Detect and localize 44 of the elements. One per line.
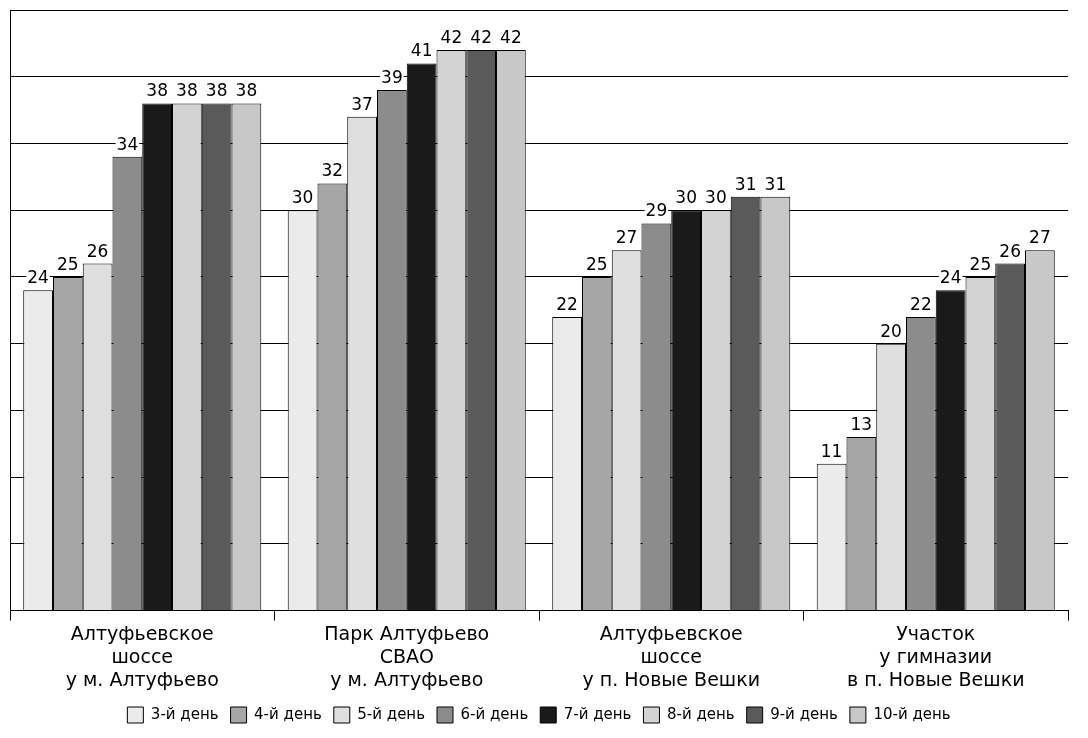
data-label: 25 xyxy=(969,253,992,274)
data-label: 34 xyxy=(116,133,139,154)
data-label: 30 xyxy=(675,187,697,208)
data-label: 37 xyxy=(351,93,373,114)
data-label: 26 xyxy=(86,240,109,261)
data-label: 24 xyxy=(939,267,962,288)
data-label: 25 xyxy=(57,253,79,274)
data-label: 38 xyxy=(205,80,228,101)
legend-label: 7-й день xyxy=(563,704,632,723)
data-label: 27 xyxy=(615,227,638,248)
data-label: 31 xyxy=(734,173,757,194)
legend-label: 6-й день xyxy=(460,704,529,723)
data-label: 30 xyxy=(291,187,314,208)
data-label: 29 xyxy=(645,200,668,221)
data-label: 25 xyxy=(586,253,608,274)
data-label: 42 xyxy=(500,26,522,47)
legend-label: 5-й день xyxy=(357,704,426,723)
data-label: 30 xyxy=(705,187,727,208)
legend-label: 10-й день xyxy=(873,704,951,723)
data-label: 26 xyxy=(999,240,1021,261)
x-tick-label: Алтуфьевское шоссе у п. Новые Вешки xyxy=(582,621,761,690)
data-label: 32 xyxy=(321,160,344,181)
data-label: 24 xyxy=(27,267,49,288)
data-label: 42 xyxy=(440,26,463,47)
data-label: 22 xyxy=(910,293,932,314)
legend-label: 4-й день xyxy=(254,704,322,723)
data-label: 38 xyxy=(176,80,198,101)
data-label: 11 xyxy=(820,440,843,461)
data-label: 27 xyxy=(1029,227,1051,248)
data-label: 42 xyxy=(470,26,492,47)
x-tick-label: Алтуфьевское шоссе у м. Алтуфьево xyxy=(65,621,219,690)
data-label: 13 xyxy=(850,414,873,435)
legend-label: 8-й день xyxy=(666,704,735,723)
x-tick-label: Участок у гимназии в п. Новые Вешки xyxy=(846,621,1025,690)
data-label: 31 xyxy=(764,173,787,194)
data-label: 38 xyxy=(146,80,168,101)
legend-label: 3-й день xyxy=(150,704,219,723)
legend-label: 9-й день xyxy=(770,704,838,723)
data-label: 38 xyxy=(235,80,258,101)
data-label: 39 xyxy=(381,67,403,87)
data-label: 41 xyxy=(410,40,433,61)
data-label: 20 xyxy=(880,320,902,341)
x-tick-label: Парк Алтуфьево СВАО у м. Алтуфьево xyxy=(324,621,490,690)
data-label: 22 xyxy=(556,293,578,314)
